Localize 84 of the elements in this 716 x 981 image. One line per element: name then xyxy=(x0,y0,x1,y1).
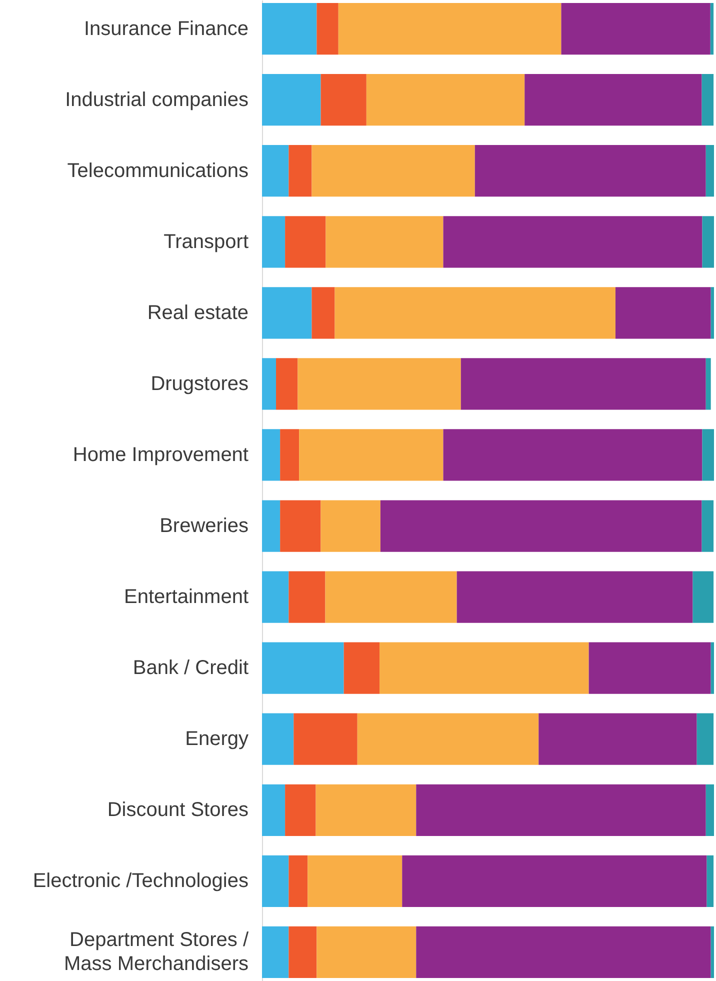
bar xyxy=(443,216,702,268)
bar xyxy=(416,926,711,978)
y-tick-label: Electronic /Technologies xyxy=(32,870,248,892)
bar xyxy=(280,500,321,552)
y-tick-label: Bank / Credit xyxy=(132,657,249,680)
bar xyxy=(312,145,475,197)
y-tick-label: Entertainment xyxy=(124,586,249,608)
y-tick-label: Breweries xyxy=(160,515,248,538)
bar xyxy=(262,713,294,765)
y-tick-label: Insurance Finance xyxy=(84,18,248,40)
bar xyxy=(262,74,321,126)
bar xyxy=(262,855,289,907)
bar xyxy=(320,74,366,126)
y-tick-label: Transport xyxy=(164,230,249,253)
bar xyxy=(416,784,706,836)
bar xyxy=(460,358,706,410)
bar xyxy=(280,429,300,481)
bar xyxy=(615,287,711,339)
bar xyxy=(288,926,317,978)
bar xyxy=(334,287,616,339)
bar xyxy=(706,358,711,410)
y-tick-label: Drugstores xyxy=(150,372,248,395)
bar xyxy=(262,926,289,978)
y-tick-label: Real estate xyxy=(147,302,248,324)
bar xyxy=(710,642,714,694)
y-tick-label: Discount Stores xyxy=(107,799,248,822)
bar xyxy=(702,500,714,552)
bar xyxy=(344,642,380,694)
y-tick-label: Home Improvement xyxy=(72,444,249,466)
bar xyxy=(588,642,711,694)
bar xyxy=(702,74,714,126)
bar xyxy=(308,855,402,907)
bar xyxy=(262,2,317,55)
bar xyxy=(456,571,693,623)
bar xyxy=(298,358,461,410)
bar xyxy=(262,287,312,339)
bar xyxy=(312,287,335,339)
bar xyxy=(316,784,416,836)
bar xyxy=(288,145,312,197)
bar xyxy=(262,642,344,694)
bar xyxy=(538,713,697,765)
bar xyxy=(262,784,286,836)
bar xyxy=(288,855,308,907)
bar xyxy=(561,2,710,55)
bar xyxy=(285,784,316,836)
y-tick-label: Energy xyxy=(185,728,248,750)
bar xyxy=(276,358,298,410)
bar xyxy=(710,287,714,339)
bar xyxy=(696,713,714,765)
bar xyxy=(288,571,326,623)
bar xyxy=(357,713,539,765)
bar xyxy=(262,500,280,552)
bar xyxy=(366,74,525,126)
bar xyxy=(285,216,326,268)
bar xyxy=(316,926,416,978)
bar xyxy=(380,500,702,552)
bar xyxy=(710,926,714,978)
bar xyxy=(316,2,338,55)
bar xyxy=(262,429,280,481)
bar xyxy=(706,855,714,907)
bar xyxy=(262,145,289,197)
bar xyxy=(706,784,714,836)
y-tick-label: Industrial companies xyxy=(65,88,248,111)
bar xyxy=(299,429,444,481)
bar xyxy=(474,145,706,197)
bar xyxy=(262,358,276,410)
bar xyxy=(325,571,457,623)
bar xyxy=(380,642,589,694)
bar xyxy=(443,429,702,481)
bar xyxy=(338,2,562,55)
y-tick-label: Department Stores / Mass Merchandisers xyxy=(64,929,249,976)
bar xyxy=(692,571,714,623)
bar xyxy=(294,713,358,765)
bar xyxy=(706,145,714,197)
bar xyxy=(702,429,714,481)
bar xyxy=(326,216,444,268)
bar xyxy=(402,855,707,907)
bar xyxy=(262,216,286,268)
bar xyxy=(262,571,289,623)
bar xyxy=(524,74,702,126)
bar xyxy=(320,500,380,552)
y-tick-label: Telecommunications xyxy=(67,160,248,182)
bar xyxy=(710,2,714,55)
bar xyxy=(702,216,714,268)
